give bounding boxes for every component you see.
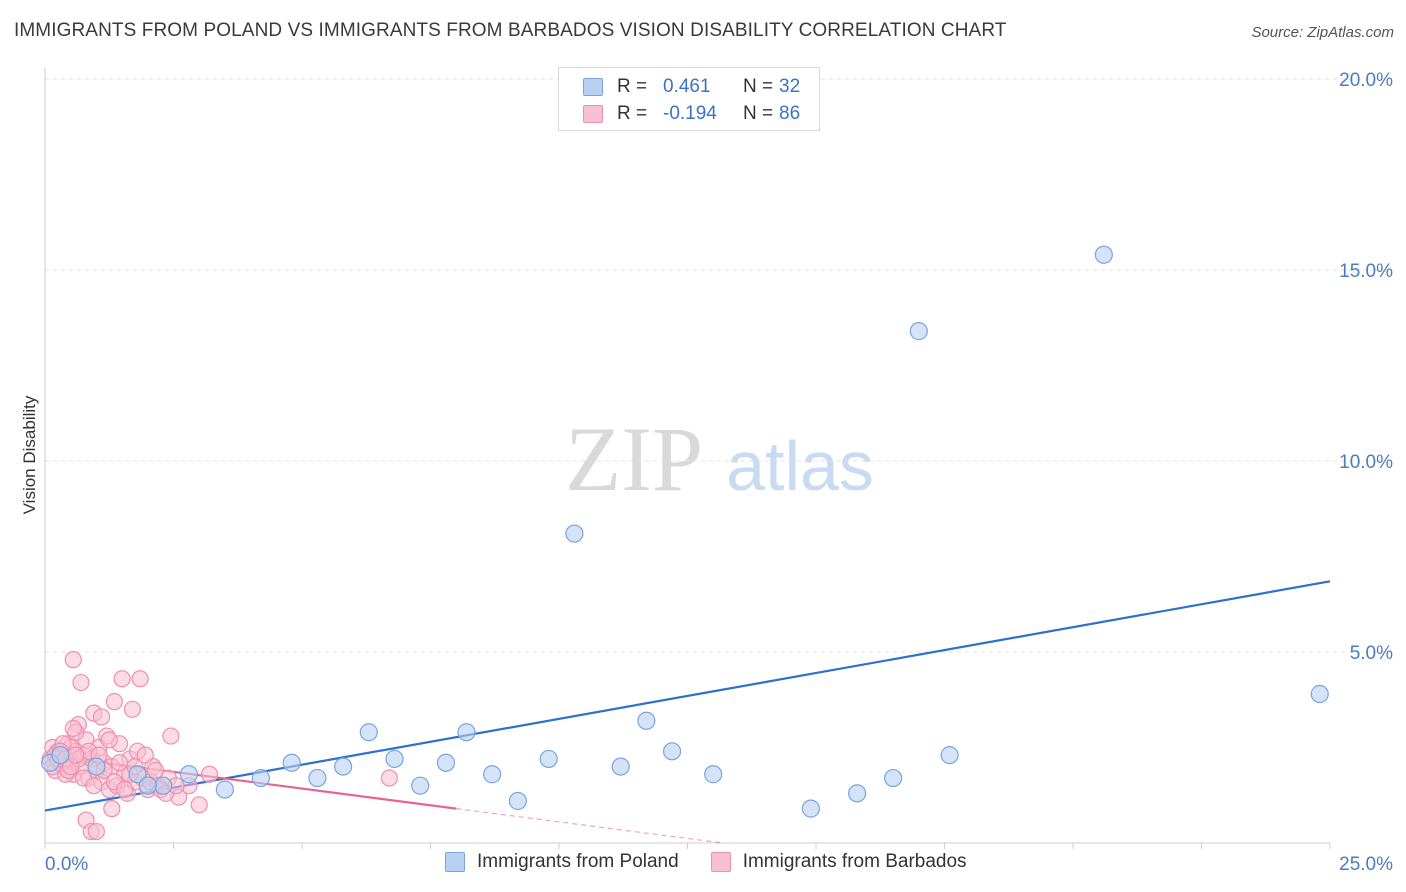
poland-point [611, 757, 630, 776]
poland-point [411, 776, 430, 795]
barbados-swatch [710, 852, 731, 872]
poland-point [179, 765, 199, 784]
poland-point [883, 768, 903, 788]
barbados-point [136, 746, 154, 764]
poland-point [637, 711, 656, 730]
barbados-swatch [583, 105, 603, 123]
barbados-point [123, 700, 141, 718]
chart-title: IMMIGRANTS FROM POLAND VS IMMIGRANTS FRO… [14, 20, 1007, 41]
axes [44, 68, 1331, 849]
poland-point [940, 746, 959, 765]
legend-row-poland: R = 0.461 N = 32 [583, 74, 800, 100]
barbados-point [162, 727, 180, 745]
poland-point [565, 524, 584, 543]
barbados-point [116, 780, 134, 799]
n-label: N = [743, 76, 774, 97]
y-tick-label: 5.0% [1350, 643, 1393, 664]
poland-point [87, 757, 106, 776]
barbados-point [67, 746, 85, 764]
legend-label-barbados: Immigrants from Barbados [742, 851, 967, 872]
poland-point [385, 749, 404, 769]
poland-point [539, 749, 558, 769]
legend-row-barbados: R = -0.194 N = 86 [583, 101, 800, 127]
barbados-point [64, 651, 82, 669]
n-label: N = [743, 103, 774, 124]
barbados-point [103, 800, 121, 818]
n-value: 32 [779, 76, 801, 97]
poland-point [848, 784, 867, 803]
legend-label-poland: Immigrants from Poland [477, 851, 679, 872]
poland-point [662, 742, 682, 761]
y-tick-labels: 5.0% 10.0% 15.0% 20.0% [1339, 70, 1393, 664]
barbados-points [41, 651, 398, 841]
r-label: R = [617, 103, 648, 124]
poland-point [436, 753, 456, 772]
x-tick-label: 25.0% [1339, 854, 1393, 875]
barbados-point [105, 693, 123, 711]
poland-swatch [445, 852, 465, 872]
r-label: R = [617, 76, 648, 97]
poland-point [359, 723, 378, 742]
poland-point [251, 768, 270, 788]
poland-point [334, 757, 353, 776]
barbados-point [190, 796, 208, 814]
y-tick-label: 15.0% [1339, 261, 1393, 282]
poland-point [483, 765, 502, 784]
chart-source: Source: ZipAtlas.com [1251, 24, 1394, 41]
poland-point [138, 776, 157, 795]
legend-item-barbados[interactable]: Immigrants from Barbados [710, 851, 967, 873]
legend-item-poland[interactable]: Immigrants from Poland [445, 851, 679, 873]
r-value: -0.194 [663, 103, 717, 124]
poland-swatch [583, 78, 603, 96]
barbados-point [85, 777, 103, 795]
series-legend: Immigrants from Poland Immigrants from B… [445, 851, 999, 873]
watermark-zip: ZIP [565, 408, 703, 510]
poland-point [308, 768, 327, 788]
grid [45, 78, 1390, 653]
barbados-point [131, 670, 149, 688]
barbados-point [87, 822, 106, 841]
barbados-point [380, 769, 398, 787]
trend-lines [44, 580, 1331, 844]
barbados-point [113, 670, 131, 688]
x-tick-labels: 0.0% 25.0% [45, 854, 1393, 875]
poland-point [1310, 684, 1329, 704]
correlation-legend: R = 0.461 N = 32 R = -0.194 N = 86 [558, 67, 820, 131]
x-tick-label: 0.0% [45, 854, 88, 875]
y-tick-label: 10.0% [1339, 452, 1393, 473]
poland-point [704, 765, 723, 784]
poland-point [457, 723, 476, 742]
watermark-atlas: atlas [726, 427, 874, 505]
poland-point [215, 780, 234, 799]
poland-points [41, 245, 1329, 818]
barbados-point [200, 765, 219, 783]
y-axis-label: Vision Disability [20, 395, 39, 514]
poland-point [51, 746, 70, 765]
poland-point [154, 776, 173, 795]
barbados-point [146, 761, 165, 780]
poland-point [282, 753, 301, 772]
r-value: 0.461 [663, 76, 711, 97]
poland-point [508, 791, 527, 811]
poland-point [1094, 245, 1113, 264]
poland-point [801, 799, 820, 818]
poland-point [909, 322, 928, 341]
poland-trend-line [44, 580, 1331, 812]
y-tick-label: 20.0% [1339, 70, 1393, 91]
barbados-point [100, 731, 118, 749]
watermark: ZIP atlas [565, 408, 874, 510]
poland-point [128, 765, 147, 784]
barbados-point [72, 673, 90, 692]
barbados-trend-extension [456, 808, 723, 844]
barbados-point [64, 719, 82, 738]
barbados-point [92, 708, 111, 726]
n-value: 86 [779, 103, 801, 124]
